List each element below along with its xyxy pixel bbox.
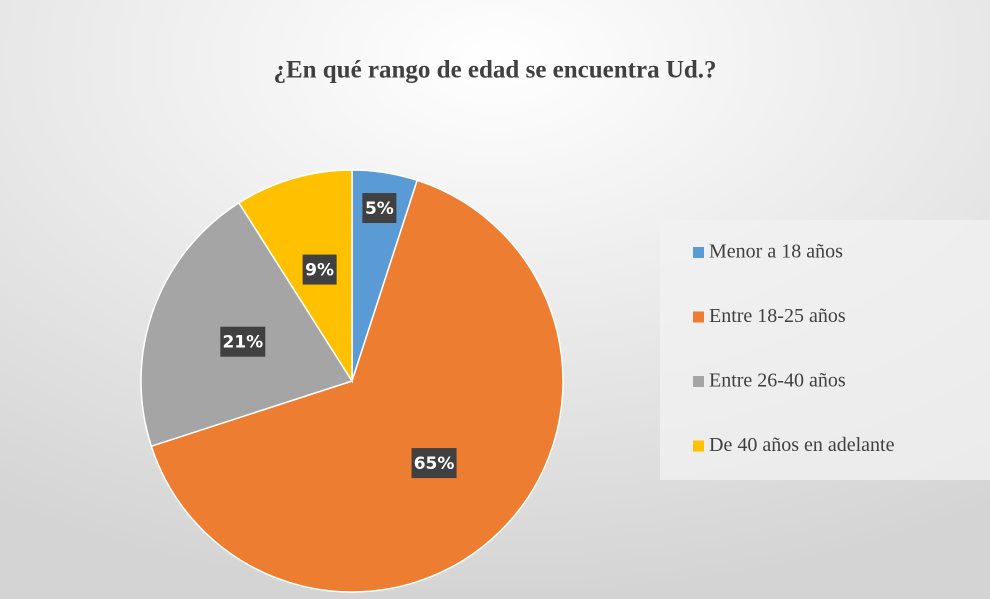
legend-label: Entre 26-40 años: [709, 370, 846, 392]
legend-label: Menor a 18 años: [709, 241, 843, 263]
legend-swatch: [693, 376, 704, 387]
data-label-box: [220, 326, 266, 357]
data-label-box: [362, 193, 397, 224]
data-label: 65%: [414, 454, 455, 474]
legend-label: De 40 años en adelante: [709, 434, 895, 456]
legend-swatch: [693, 440, 704, 452]
legend-box: [660, 220, 990, 480]
legend-label: Entre 18-25 años: [709, 305, 846, 327]
legend-swatch: [693, 247, 704, 258]
data-label: 9%: [305, 261, 334, 281]
data-label-box: [302, 254, 337, 285]
legend-swatch: [693, 311, 704, 323]
pie-slice: [237, 169, 353, 384]
data-label-box: [411, 448, 457, 479]
pie-slice: [150, 179, 564, 593]
pie-slice: [140, 201, 354, 448]
data-label: 21%: [222, 333, 263, 353]
data-label: 5%: [365, 199, 394, 219]
chart-title: ¿En qué rango de edad se encuentra Ud.?: [273, 57, 716, 84]
